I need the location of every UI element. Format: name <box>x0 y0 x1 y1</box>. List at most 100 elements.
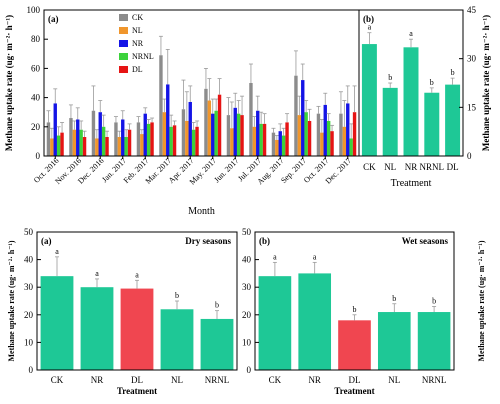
bar-ck <box>204 88 208 156</box>
significance-letter: a <box>368 23 372 32</box>
legend-swatch-dl <box>119 66 128 73</box>
bar-dl <box>285 122 289 156</box>
chart-treatment-xtick-label: NR <box>405 162 418 172</box>
chart-monthly-legend: CK NL NR NRNL DL <box>119 13 154 74</box>
bar-treatment <box>424 92 440 156</box>
bar-ck <box>258 276 292 370</box>
significance-letter: a <box>95 269 99 278</box>
legend-swatch-nr <box>119 40 128 47</box>
chart-wet-seasons-xtick-label: CK <box>269 375 282 385</box>
significance-letter: b <box>175 291 179 300</box>
bar-nl <box>140 134 144 156</box>
chart-wet-seasons-panel-label: (b) <box>259 236 270 246</box>
chart-treatment: a CK b NL a NR b NRNL b DL 0 15 30 45 (b) Treatment Meth… <box>358 5 491 189</box>
chart-treatment-ytick-label: 45 <box>467 5 477 15</box>
chart-wet-seasons-xtick-label: NRNL <box>422 375 447 385</box>
bar-nr <box>188 101 192 156</box>
chart-monthly-ytick-label: 100 <box>27 5 41 15</box>
bar-nrnl <box>191 129 196 156</box>
chart-dry-seasons-ytick-label: 50 <box>24 227 34 237</box>
bar-nl <box>50 138 54 156</box>
chart-treatment-panel-label: (b) <box>363 14 374 24</box>
chart-dry-seasons-ytick-label: 20 <box>24 310 34 320</box>
significance-letter: a <box>273 252 277 261</box>
bar-nr <box>278 131 282 156</box>
bar-dl <box>338 320 371 370</box>
chart-monthly-ytick-label: 60 <box>31 63 41 73</box>
chart-wet-seasons-ytick-label: 40 <box>242 255 252 265</box>
chart-treatment-xtick-label: NRNL <box>420 162 445 172</box>
bar-treatment <box>361 44 377 156</box>
bar-nr <box>298 273 332 370</box>
legend-label-nl: NL <box>132 26 143 35</box>
bar-nrnl <box>79 129 83 156</box>
chart-dry-seasons-xtick-label: NL <box>171 375 183 385</box>
legend-swatch-ck <box>119 14 128 21</box>
bar-nrnl <box>259 123 263 156</box>
bar-ck <box>249 83 253 156</box>
chart-monthly-ylabel: Methane uptake rate (ug· m⁻²· h⁻¹) <box>4 15 14 151</box>
chart-wet-seasons-ylabel: Methane uptake rate (ug· m⁻²· h⁻¹) <box>477 240 486 361</box>
legend-label-nr: NR <box>132 39 144 48</box>
chart-monthly-xtick-label: Jun. 2017 <box>212 156 240 184</box>
chart-monthly-ytick-label: 40 <box>31 93 41 103</box>
chart-dry-seasons-xlabel: Treatment <box>117 386 157 396</box>
legend-label-ck: CK <box>132 13 143 22</box>
bar-nl <box>72 129 77 156</box>
bar-nrnl <box>146 123 151 156</box>
bar-nl <box>95 138 99 156</box>
bar-ck <box>181 109 186 156</box>
chart-wet-seasons-xtick-label: NR <box>308 375 321 385</box>
significance-letter: a <box>55 247 59 256</box>
chart-dry-seasons-panel-label: (a) <box>41 236 52 246</box>
bar-nl <box>207 100 212 156</box>
bar-nr <box>301 80 305 156</box>
bar-nrnl <box>417 312 451 370</box>
bar-nr <box>76 119 80 156</box>
bar-ck <box>339 113 343 156</box>
bar-nrnl <box>169 126 173 156</box>
significance-letter: a <box>313 252 317 261</box>
bar-ck <box>271 132 276 156</box>
significance-letter: b <box>353 305 357 314</box>
chart-dry-seasons-frame <box>36 231 238 371</box>
bar-nl <box>162 112 167 156</box>
chart-wet-seasons-ytick-label: 30 <box>242 282 252 292</box>
bar-ck <box>226 115 231 156</box>
bar-nr <box>346 103 350 156</box>
bar-ck <box>69 118 73 156</box>
bar-dl <box>172 125 177 156</box>
bar-treatment <box>403 47 419 156</box>
chart-treatment-xtick-label: DL <box>447 162 459 172</box>
significance-letter: a <box>409 29 413 38</box>
bar-ck <box>46 122 51 156</box>
bar-dl <box>120 288 154 370</box>
chart-monthly-ytick-label: 0 <box>36 151 41 161</box>
significance-letter: b <box>432 297 436 306</box>
chart-treatment-xlabel: Treatment <box>391 178 432 189</box>
chart-wet-seasons-ytick-label: 50 <box>242 227 252 237</box>
chart-dry-seasons-xtick-label: NRNL <box>205 375 230 385</box>
bar-nrnl <box>56 135 61 156</box>
bar-dl <box>330 131 334 156</box>
bar-dl <box>262 123 267 156</box>
chart-wet-seasons-frame <box>254 231 455 371</box>
bar-nr <box>323 104 327 156</box>
bar-dl <box>105 137 109 156</box>
bar-treatment <box>445 84 461 156</box>
chart-dry-seasons-ylabel: Methane uptake rate (ug· m⁻²· h⁻¹) <box>7 240 16 361</box>
bar-dl <box>60 132 64 156</box>
significance-letter: b <box>388 73 392 82</box>
chart-wet-seasons-title: Wet seasons <box>402 236 449 246</box>
chart-dry-seasons-ytick-label: 10 <box>24 337 34 347</box>
chart-dry-seasons-ytick-label: 0 <box>29 365 34 375</box>
bar-nl <box>275 139 279 156</box>
bar-nrnl <box>101 126 106 156</box>
bar-nr <box>233 107 237 156</box>
bar-nr <box>143 113 147 156</box>
bar-nl <box>230 128 234 156</box>
bar-nr <box>166 84 170 156</box>
chart-monthly-ytick-label: 80 <box>31 34 41 44</box>
chart-wet-seasons-xtick-label: NL <box>388 375 400 385</box>
chart-treatment-xtick-label: CK <box>363 162 376 172</box>
